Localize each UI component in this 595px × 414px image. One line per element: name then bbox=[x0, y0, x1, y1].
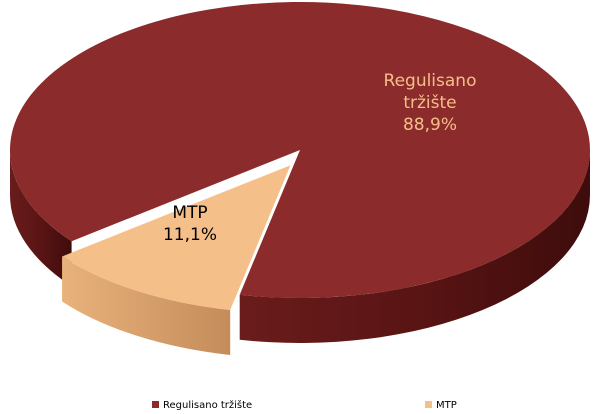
slice bbox=[62, 165, 291, 311]
slice-value: 11,1% bbox=[162, 225, 217, 245]
legend-swatch bbox=[425, 401, 432, 408]
slice-side bbox=[62, 256, 231, 356]
legend-swatch bbox=[152, 401, 159, 408]
legend-label: MTP bbox=[436, 400, 457, 411]
slice bbox=[9, 1, 590, 298]
slice-category: MTP bbox=[172, 203, 208, 223]
slice-value: 88,9% bbox=[402, 115, 457, 135]
slice-side bbox=[239, 150, 590, 343]
slice-label: Regulisano tržište 88,9% bbox=[370, 70, 490, 136]
slice-label: MTP 11,1% bbox=[140, 202, 240, 246]
legend-label: Regulisano tržište bbox=[163, 399, 252, 411]
slice-side bbox=[10, 150, 72, 287]
slice-category: Regulisano tržište bbox=[383, 71, 477, 113]
